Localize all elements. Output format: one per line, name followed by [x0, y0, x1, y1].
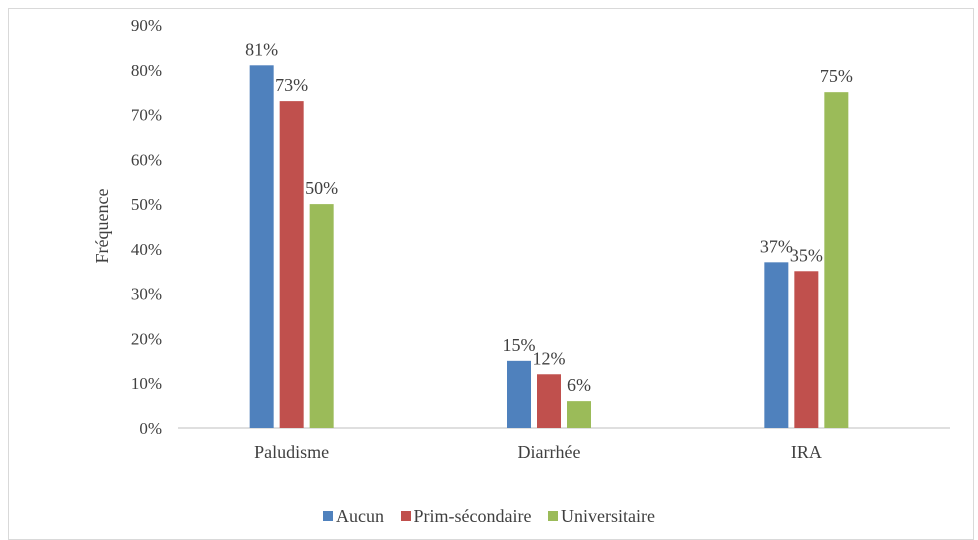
- legend-label-universitaire: Universitaire: [561, 506, 655, 526]
- legend-swatch-aucun: [323, 511, 334, 521]
- legend-label-prim-secondaire: Prim-sécondaire: [413, 506, 532, 526]
- legend-swatch-prim-secondaire: [400, 511, 411, 521]
- y-tick-label: 0%: [139, 419, 162, 438]
- y-tick-label: 20%: [131, 329, 162, 348]
- y-tick-label: 50%: [131, 195, 162, 214]
- y-tick-label: 40%: [131, 240, 162, 259]
- bar-aucun-paludisme: [249, 65, 274, 429]
- y-tick-label: 60%: [131, 150, 162, 169]
- y-tick-label: 30%: [131, 285, 162, 304]
- bar-prim-s-condaire-diarrh-e: [537, 374, 561, 428]
- y-tick-label: 90%: [131, 16, 162, 35]
- bar-aucun-diarrh-e: [507, 360, 531, 428]
- data-label: 73%: [275, 75, 308, 95]
- data-label: 6%: [567, 375, 591, 395]
- category-labels: Paludisme Diarrhée IRA: [254, 442, 822, 462]
- y-axis-ticks: 0% 10% 20% 30% 40% 50% 60% 70% 80% 90%: [131, 16, 162, 438]
- y-tick-label: 70%: [131, 106, 162, 125]
- legend-item-prim-secondaire: Prim-sécondaire: [400, 506, 532, 527]
- category-label: IRA: [791, 442, 822, 462]
- bar-universitaire-paludisme: [309, 204, 334, 428]
- data-label: 35%: [790, 245, 823, 265]
- bar-universitaire-ira: [824, 92, 849, 429]
- data-label: 81%: [245, 39, 278, 59]
- data-label: 50%: [305, 178, 338, 198]
- legend-label-aucun: Aucun: [336, 506, 385, 526]
- bars-group: 81% 73% 50% 15%12%6% 37%35% 75%: [245, 39, 853, 429]
- legend-item-universitaire: Universitaire: [548, 506, 655, 527]
- bar-universitaire-diarrh-e: [567, 401, 591, 428]
- data-label: 12%: [533, 348, 566, 368]
- category-label: Diarrhée: [518, 442, 581, 462]
- y-axis-title: Fréquence: [92, 189, 112, 264]
- legend-item-aucun: Aucun: [323, 506, 384, 527]
- data-label: 75%: [820, 66, 853, 86]
- y-tick-label: 80%: [131, 61, 162, 80]
- bar-prim-s-condaire-paludisme: [279, 101, 304, 428]
- bar-aucun-ira: [764, 262, 789, 428]
- bar-chart: Fréquence 0%10%20%30%40%50%60%70%80%90% …: [92, 16, 950, 462]
- legend-swatch-universitaire: [548, 511, 558, 521]
- bar-prim-s-condaire-ira: [794, 271, 819, 428]
- category-label: Paludisme: [254, 442, 329, 462]
- data-label: 15%: [503, 335, 536, 355]
- legend: Aucun Prim-sécondaire Universitaire: [0, 506, 978, 527]
- data-label: 37%: [760, 236, 793, 256]
- y-tick-label: 10%: [131, 374, 162, 393]
